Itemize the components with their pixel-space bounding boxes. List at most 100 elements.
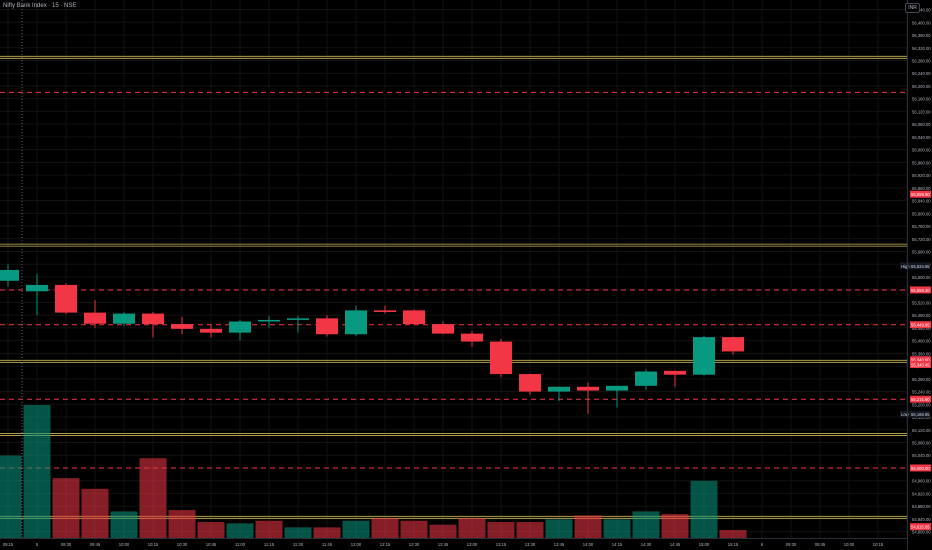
candle-body[interactable] xyxy=(664,370,686,375)
candle-body[interactable] xyxy=(316,318,338,335)
candle-body[interactable] xyxy=(374,310,396,312)
price-tick-label: 55,880.00 xyxy=(912,186,931,191)
time-tick-label: 10:15 xyxy=(873,542,884,547)
volume-bar xyxy=(632,511,660,538)
candle-body[interactable] xyxy=(84,312,106,324)
price-tick-label: 55,240.00 xyxy=(912,390,931,395)
price-tick-label: 56,120.00 xyxy=(912,109,931,114)
currency-button[interactable]: INR xyxy=(905,3,920,13)
time-tick-label: 6 xyxy=(761,542,764,547)
time-tick-label: 10:45 xyxy=(206,542,217,547)
volume-bar xyxy=(400,520,428,538)
time-tick-label: 11:00 xyxy=(235,542,246,547)
volume-bar xyxy=(342,520,370,538)
price-tag: 55,449.95 xyxy=(911,323,930,328)
price-tick-label: 54,840.00 xyxy=(912,517,931,522)
time-tick-label: 15:15 xyxy=(728,542,739,547)
price-tick-label: 54,800.00 xyxy=(912,530,931,535)
price-tick-label: 54,920.00 xyxy=(912,491,931,496)
price-tick-label: 55,360.00 xyxy=(912,351,931,356)
candle-body[interactable] xyxy=(403,310,425,325)
time-tick-label: 11:15 xyxy=(264,542,275,547)
time-tick-label: 12:30 xyxy=(409,542,420,547)
time-tick-label: 10:00 xyxy=(119,542,130,547)
price-tag-bg xyxy=(910,523,931,531)
price-tag-bg xyxy=(910,410,930,418)
price-tag-label-bg xyxy=(900,410,910,418)
price-tick-label: 55,960.00 xyxy=(912,160,931,165)
candle-body[interactable] xyxy=(26,284,48,292)
price-tick-label: 55,040.00 xyxy=(912,453,931,458)
time-tick-label: 10:30 xyxy=(177,542,188,547)
price-tag-value: 55,168.85 xyxy=(911,412,930,417)
candle-body[interactable] xyxy=(55,284,77,313)
time-tick-label: 09:45 xyxy=(90,542,101,547)
price-tick-label: 56,040.00 xyxy=(912,135,931,140)
price-tag-bg xyxy=(910,464,931,472)
price-tick-label: 56,240.00 xyxy=(912,71,931,76)
price-tag: 54,815.65 xyxy=(911,525,930,530)
candle-body[interactable] xyxy=(287,318,309,320)
price-tag-label: High xyxy=(901,264,910,269)
price-tag-bg xyxy=(910,190,931,198)
candle-body[interactable] xyxy=(722,337,744,352)
price-tick-label: 56,080.00 xyxy=(912,122,931,127)
candle-body[interactable] xyxy=(490,341,512,375)
candle-body[interactable] xyxy=(113,313,135,324)
volume-bar xyxy=(487,522,515,538)
time-tick-label: 14:45 xyxy=(670,542,681,547)
volume-bar xyxy=(168,510,196,538)
candle-body[interactable] xyxy=(229,321,251,333)
candle-body[interactable] xyxy=(519,374,541,392)
price-tag: 55,340.00 xyxy=(911,358,930,363)
volume-bar xyxy=(197,522,225,538)
price-tick-label: 55,800.00 xyxy=(912,211,931,216)
price-tag-label: Low xyxy=(901,412,910,417)
volume-bar xyxy=(574,515,602,538)
price-tick-label: 55,760.00 xyxy=(912,224,931,229)
time-tick-label: 09:30 xyxy=(61,542,72,547)
candle-body[interactable] xyxy=(200,328,222,333)
time-tick-label: 09:15 xyxy=(3,542,14,547)
price-tick-label: 55,480.00 xyxy=(912,313,931,318)
price-tick-label: 56,400.00 xyxy=(912,20,931,25)
candle-body[interactable] xyxy=(606,385,628,391)
time-tick-label: 10:15 xyxy=(148,542,159,547)
time-tick-label: 14:30 xyxy=(641,542,652,547)
candle-body[interactable] xyxy=(171,324,193,329)
candle-body[interactable] xyxy=(693,337,715,375)
candle-body[interactable] xyxy=(345,310,367,335)
volume-bar xyxy=(110,511,138,538)
candle-body[interactable] xyxy=(142,313,164,325)
price-axis-divider xyxy=(907,0,908,550)
time-tick-label: 14:15 xyxy=(612,542,623,547)
candle-body[interactable] xyxy=(577,386,599,391)
price-tick-label: 56,280.00 xyxy=(912,58,931,63)
price-tick-label: 55,920.00 xyxy=(912,173,931,178)
volume-bar xyxy=(284,527,312,538)
price-tag-value: 55,634.95 xyxy=(911,264,930,269)
volume-bar xyxy=(516,522,544,538)
volume-bar xyxy=(23,405,51,538)
price-tick-label: 55,680.00 xyxy=(912,249,931,254)
price-tick-label: 56,160.00 xyxy=(912,97,931,102)
time-tick-label: 13:00 xyxy=(467,542,478,547)
candle-body[interactable] xyxy=(461,333,483,342)
time-axis-divider xyxy=(0,538,907,539)
time-tick-label: 09:30 xyxy=(786,542,797,547)
candle-body[interactable] xyxy=(258,319,280,322)
candle-body[interactable] xyxy=(635,371,657,386)
candle-body[interactable] xyxy=(0,269,19,281)
candle-body[interactable] xyxy=(432,324,454,334)
price-tick-label: 55,600.00 xyxy=(912,275,931,280)
time-tick-label: 12:15 xyxy=(380,542,391,547)
price-tick-label: 55,280.00 xyxy=(912,377,931,382)
price-tag-bg xyxy=(910,361,931,369)
candle-body[interactable] xyxy=(548,386,570,392)
price-tag-bg xyxy=(910,286,931,294)
price-tick-label: 54,880.00 xyxy=(912,504,931,509)
price-tag-bg xyxy=(910,356,931,364)
volume-bar xyxy=(81,488,109,538)
